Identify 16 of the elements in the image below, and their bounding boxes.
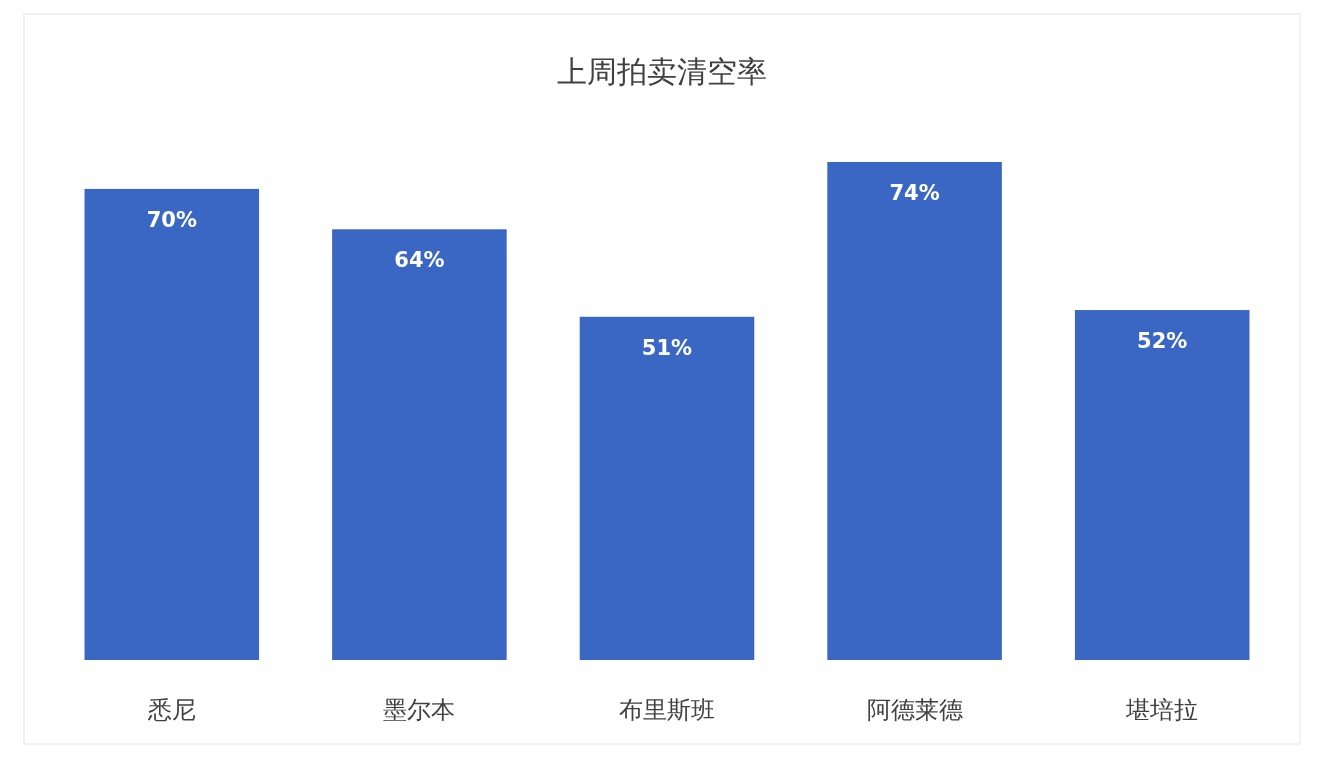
x-tick-label: 悉尼 bbox=[146, 696, 196, 724]
data-label: 64% bbox=[394, 248, 445, 273]
chart-title: 上周拍卖清空率 bbox=[557, 54, 767, 89]
x-tick-label: 堪培拉 bbox=[1125, 696, 1199, 724]
data-label: 51% bbox=[641, 335, 693, 360]
x-tick-label: 阿德莱德 bbox=[866, 696, 963, 724]
bar bbox=[579, 316, 755, 660]
bar bbox=[84, 188, 260, 660]
bar bbox=[827, 162, 1002, 660]
x-tick-label: 墨尔本 bbox=[383, 696, 456, 724]
bar bbox=[332, 229, 507, 660]
data-label: 70% bbox=[146, 207, 197, 232]
x-tick-label: 布里斯班 bbox=[619, 696, 715, 724]
bar bbox=[1074, 310, 1250, 660]
data-label: 52% bbox=[1137, 329, 1188, 354]
data-label: 74% bbox=[889, 181, 940, 205]
